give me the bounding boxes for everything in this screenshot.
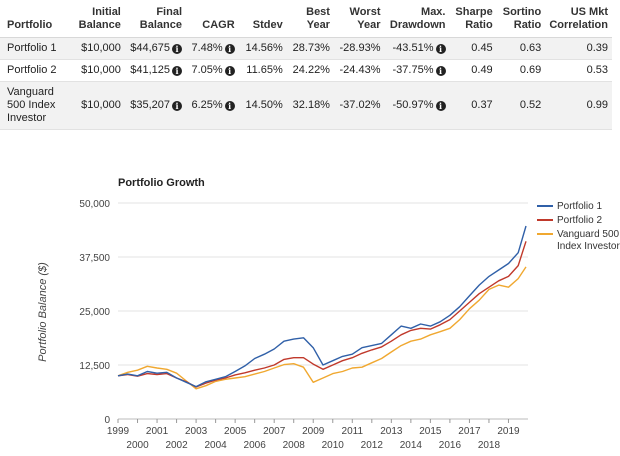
info-circle-icon[interactable]: i — [172, 66, 182, 76]
portfolio-growth-chart: Portfolio Growth 0 12,500 25,000 37,500 50,0… — [37, 177, 620, 451]
x-tick-label: 2017 — [458, 426, 481, 437]
x-tick-label: 2009 — [302, 426, 325, 437]
x-tick-label: 2007 — [263, 426, 286, 437]
x-tick-label: 2003 — [185, 426, 208, 437]
cell-final: $44,675 i — [124, 37, 186, 60]
chart-title: Portfolio Growth — [118, 177, 205, 189]
info-circle-icon[interactable]: i — [224, 66, 235, 76]
cell-stdev: 11.65% — [238, 59, 287, 82]
column-header: Initial Balance — [71, 0, 125, 38]
x-tick-label: 2002 — [165, 440, 188, 451]
legend-label: Portfolio 2 — [557, 215, 602, 226]
x-tick-label: 1999 — [107, 426, 130, 437]
x-tick-label: 2006 — [244, 440, 267, 451]
cell-sortino: 0.63 — [496, 37, 546, 60]
column-header: Sharpe Ratio — [449, 0, 497, 38]
info-circle-icon[interactable]: i — [172, 44, 182, 54]
column-header: Max. Drawdown — [384, 0, 450, 38]
cell-final: $35,207 i — [124, 81, 186, 130]
column-header: Sortino Ratio — [496, 0, 546, 38]
chart-gridlines — [118, 202, 528, 420]
column-header: Stdev — [238, 0, 287, 38]
cell-best: 28.73% — [286, 37, 334, 60]
y-tick-label: 50,000 — [79, 199, 110, 210]
cell-drawdown: -43.51% i — [384, 37, 450, 60]
cell-name: Vanguard 500 Index Investor — [0, 81, 72, 130]
portfolio-stats-table: Portfolio Initial Balance Final Balance CAG… — [0, 0, 612, 130]
column-header: Worst Year — [333, 0, 385, 38]
cell-sharpe: 0.45 — [449, 37, 497, 60]
cell-name: Portfolio 2 — [0, 59, 72, 82]
cell-initial: $10,000 — [71, 37, 125, 60]
cell-drawdown: -50.97% i — [384, 81, 450, 130]
cell-worst: -28.93% — [333, 37, 385, 60]
x-tick-label: 2004 — [204, 440, 227, 451]
x-axis-ticks: 1999 2001 2003 2005 2007 2009 2011 2013 2015 2017… — [107, 419, 520, 451]
x-tick-label: 2019 — [497, 426, 520, 437]
column-header: Final Balance — [124, 0, 186, 38]
cell-stdev: 14.56% — [238, 37, 287, 60]
cell-stdev: 14.50% — [238, 81, 287, 130]
cell-initial: $10,000 — [71, 59, 125, 82]
info-circle-icon[interactable]: i — [435, 66, 446, 76]
cell-best: 24.22% — [286, 59, 334, 82]
y-axis-label: Portfolio Balance ($) — [37, 262, 49, 362]
table-row: Vanguard 500 Index Investor $10,000 $35,20… — [0, 81, 612, 130]
cell-name: Portfolio 1 — [0, 37, 72, 60]
x-tick-label: 2001 — [146, 426, 169, 437]
chart-legend: Portfolio 1 Portfolio 2 Vanguard 500 Index … — [537, 201, 620, 252]
cell-sortino: 0.69 — [496, 59, 546, 82]
column-header: Portfolio — [0, 0, 72, 38]
table-row: Portfolio 2 $10,000 $41,125 i 7.05% i 11.65% 24… — [0, 59, 612, 82]
column-header: US Mkt Correlation — [545, 0, 612, 38]
series-line — [117, 266, 527, 390]
x-tick-label: 2012 — [361, 440, 384, 451]
info-circle-icon[interactable]: i — [172, 101, 182, 111]
info-circle-icon[interactable]: i — [224, 44, 235, 54]
cell-sharpe: 0.49 — [449, 59, 497, 82]
cell-drawdown: -37.75% i — [384, 59, 450, 82]
legend-label: Vanguard 500 Index Investor — [557, 229, 620, 252]
y-tick-label: 0 — [104, 415, 110, 426]
x-tick-label: 2005 — [224, 426, 247, 437]
cell-cagr: 6.25% i — [186, 81, 239, 130]
info-circle-icon[interactable]: i — [435, 101, 446, 111]
info-circle-icon[interactable]: i — [224, 101, 235, 111]
y-tick-label: 37,500 — [79, 253, 110, 264]
x-tick-label: 2010 — [322, 440, 345, 451]
cell-final: $41,125 i — [124, 59, 186, 82]
y-tick-label: 12,500 — [79, 361, 110, 372]
cell-corr: 0.99 — [545, 81, 612, 130]
x-tick-label: 2000 — [126, 440, 149, 451]
y-axis-ticks: 0 12,500 25,000 37,500 50,000 — [79, 199, 110, 426]
legend-label: Portfolio 1 — [557, 201, 602, 212]
x-tick-label: 2014 — [400, 440, 423, 451]
cell-cagr: 7.05% i — [186, 59, 239, 82]
cell-sortino: 0.52 — [496, 81, 546, 130]
table-body: Portfolio 1 $10,000 $44,675 i 7.48% i 14.56% 28… — [0, 37, 612, 130]
cell-corr: 0.53 — [545, 59, 612, 82]
x-tick-label: 2018 — [478, 440, 501, 451]
cell-corr: 0.39 — [545, 37, 612, 60]
x-tick-label: 2015 — [419, 426, 442, 437]
cell-best: 32.18% — [286, 81, 334, 130]
x-tick-label: 2013 — [380, 426, 403, 437]
cell-worst: -24.43% — [333, 59, 385, 82]
cell-initial: $10,000 — [71, 81, 125, 130]
series-line — [117, 225, 527, 388]
x-tick-label: 2011 — [342, 426, 364, 437]
column-header: CAGR — [186, 0, 239, 38]
cell-cagr: 7.48% i — [186, 37, 239, 60]
column-header: Best Year — [286, 0, 334, 38]
cell-worst: -37.02% — [333, 81, 385, 130]
x-tick-label: 2016 — [439, 440, 462, 451]
y-tick-label: 25,000 — [79, 307, 110, 318]
info-circle-icon[interactable]: i — [435, 44, 446, 54]
cell-sharpe: 0.37 — [449, 81, 497, 130]
x-tick-label: 2008 — [283, 440, 306, 451]
table-header-row: Portfolio Initial Balance Final Balance CAG… — [0, 0, 612, 38]
table-row: Portfolio 1 $10,000 $44,675 i 7.48% i 14.56% 28… — [0, 37, 612, 60]
series-lines — [117, 225, 527, 390]
